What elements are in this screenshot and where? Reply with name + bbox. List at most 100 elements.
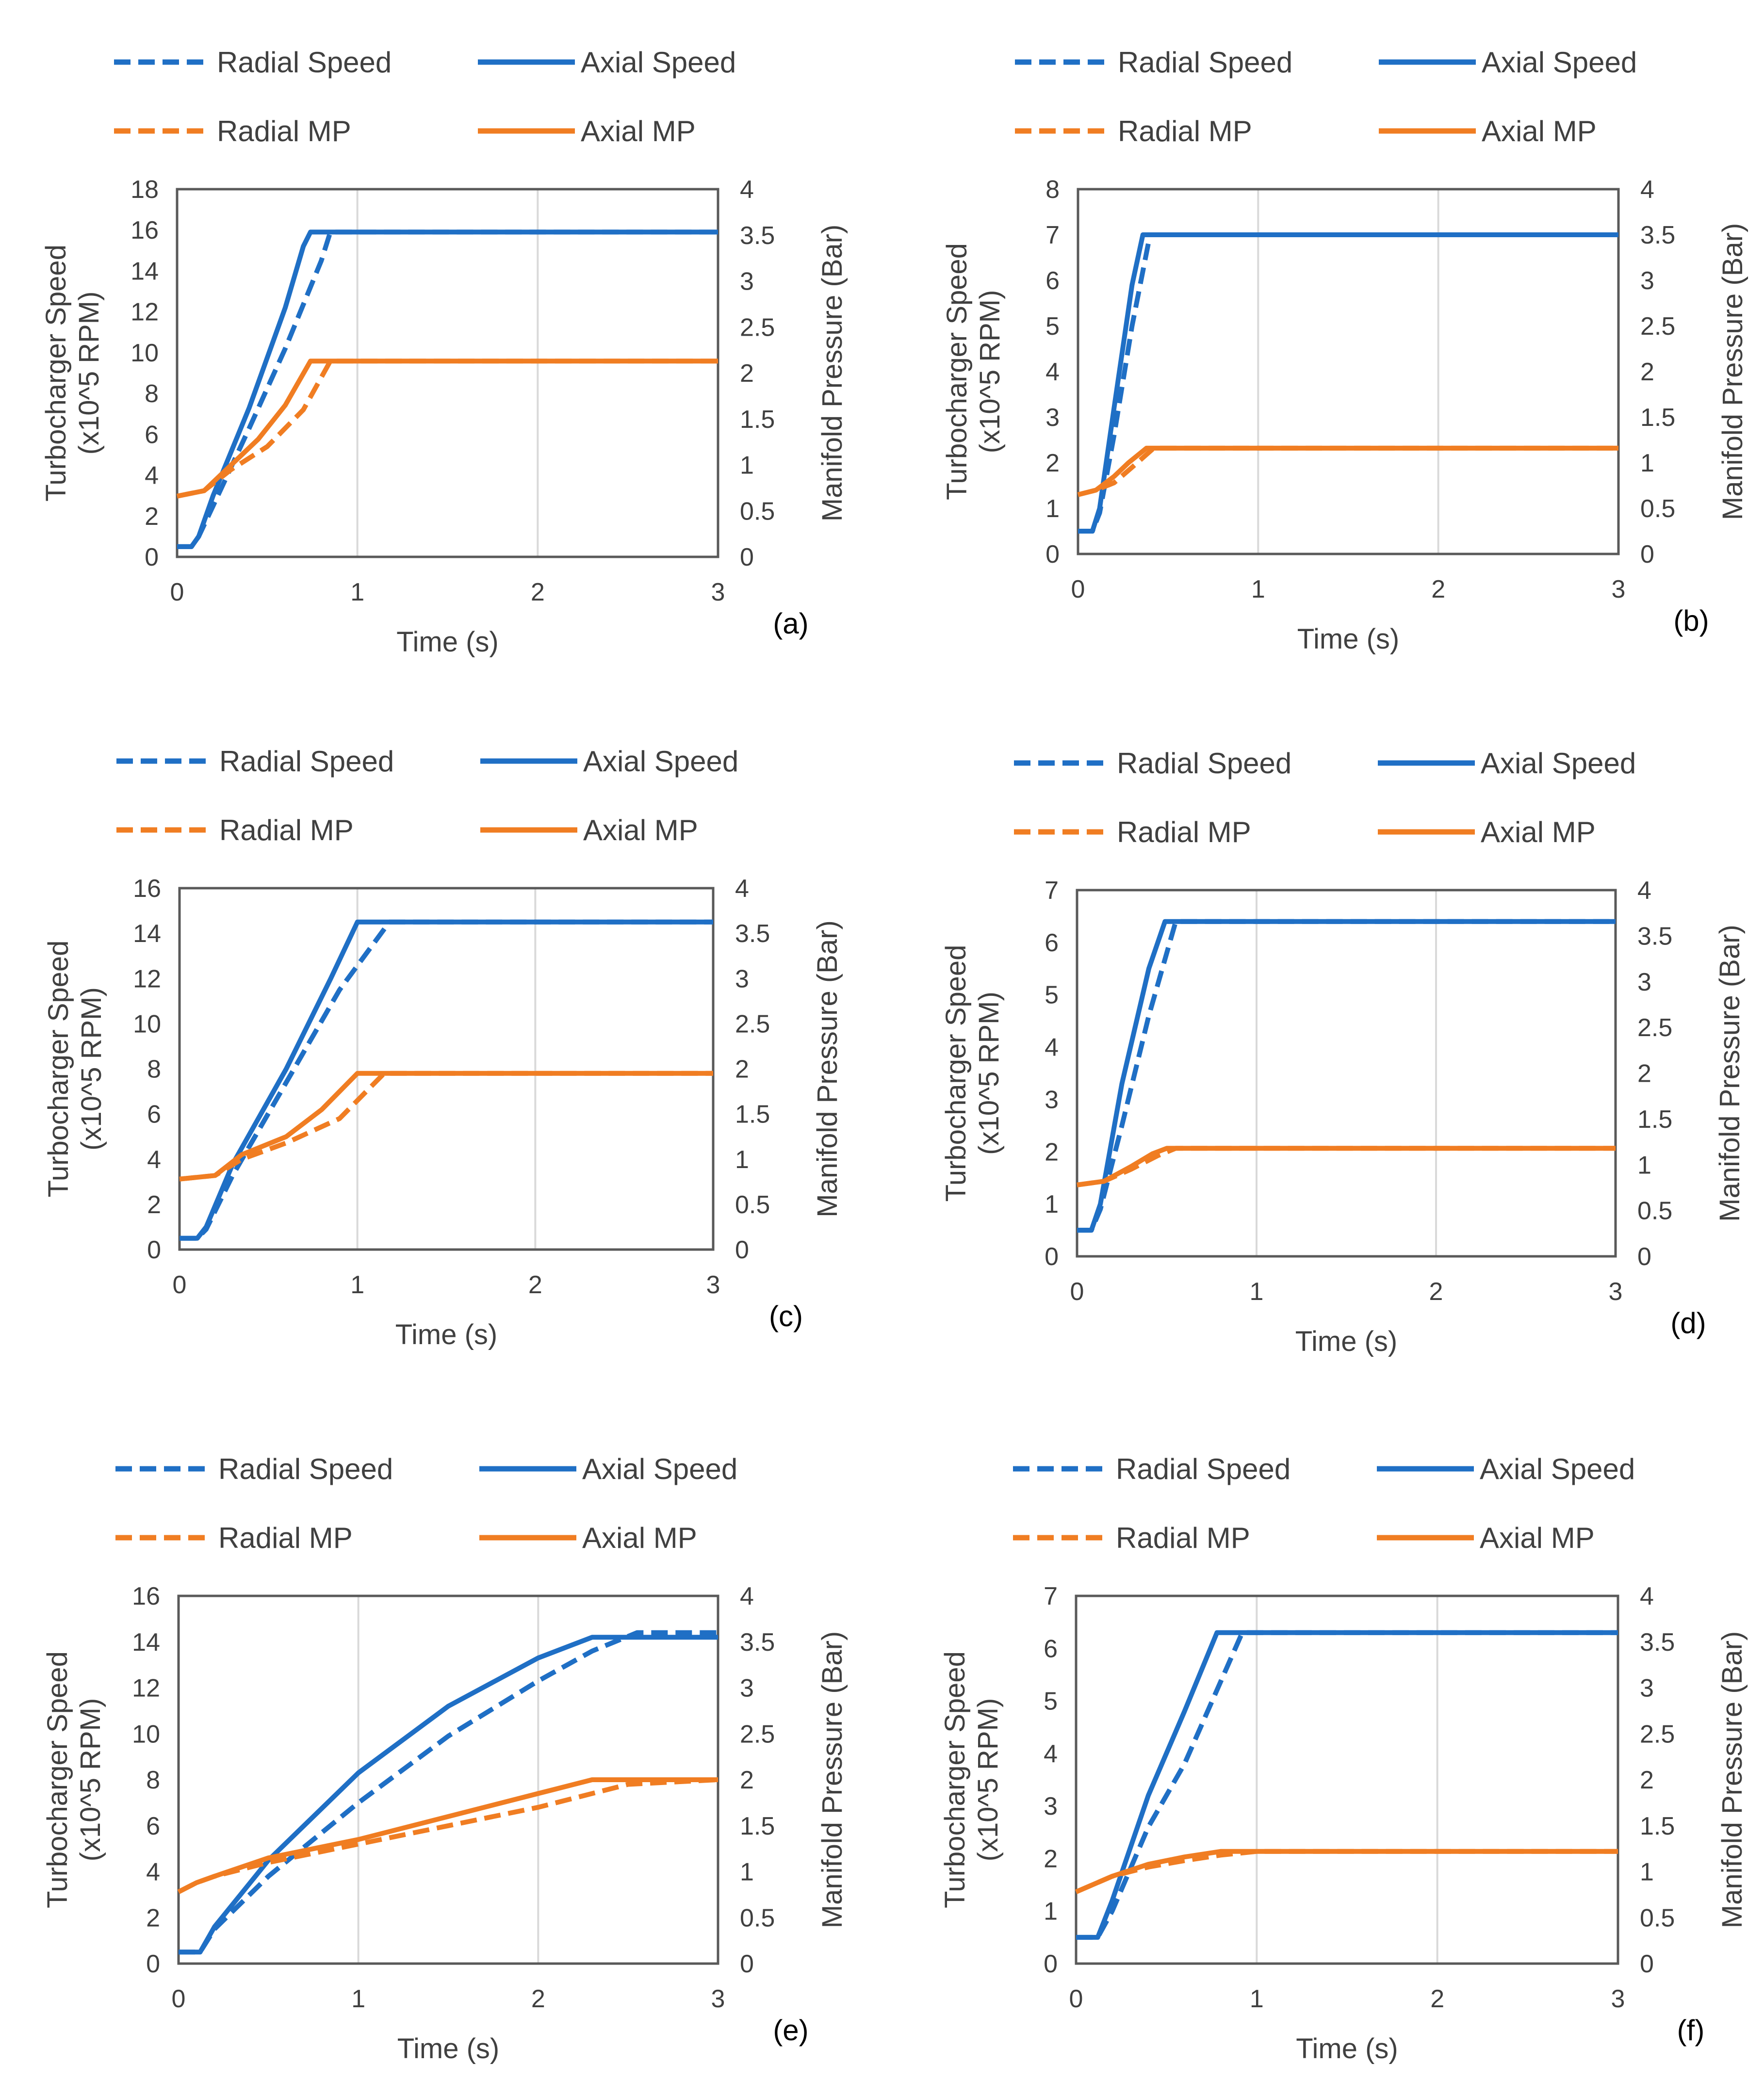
y2-tick-label: 1 <box>1637 1151 1651 1179</box>
y2-tick-label: 2.5 <box>1637 1014 1672 1042</box>
y-tick-label: 3 <box>1045 404 1060 432</box>
x-tick-label: 3 <box>711 578 725 606</box>
y-tick-label: 7 <box>1044 1582 1058 1610</box>
x-tick-label: 0 <box>170 578 184 606</box>
legend-label-axial-speed: Axial Speed <box>582 1453 737 1485</box>
legend-label-axial-mp: Axial MP <box>582 1522 697 1554</box>
x-axis-label: Time (s) <box>396 626 498 658</box>
y-tick-label: 1 <box>1045 1190 1059 1219</box>
x-tick-label: 1 <box>350 1271 364 1299</box>
y-tick-label: 0 <box>147 1236 161 1264</box>
y2-axis-label: Manifold Pressure (Bar) <box>817 1631 848 1928</box>
y-tick-label: 10 <box>133 1010 161 1038</box>
y-tick-label: 12 <box>132 1674 160 1703</box>
y2-tick-label: 2 <box>1637 1060 1651 1088</box>
y-tick-label: 12 <box>133 965 161 993</box>
y2-tick-label: 1 <box>1640 1858 1654 1886</box>
y-tick-label: 0 <box>145 543 159 571</box>
series-line-axial-speed <box>180 919 713 1241</box>
legend-label-radial-speed: Radial Speed <box>1117 747 1291 780</box>
y2-tick-label: 1 <box>740 452 754 480</box>
legend-label-radial-mp: Radial MP <box>218 1522 353 1554</box>
y2-axis-label: Manifold Pressure (Bar) <box>817 225 848 521</box>
x-tick-label: 3 <box>706 1271 720 1299</box>
x-tick-label: 1 <box>350 578 364 606</box>
y-tick-label: 0 <box>1045 1243 1059 1271</box>
legend-label-axial-speed: Axial Speed <box>583 745 738 778</box>
y2-tick-label: 3.5 <box>735 920 770 948</box>
y2-axis-label: Manifold Pressure (Bar) <box>1714 925 1746 1221</box>
y2-tick-label: 0 <box>735 1236 749 1264</box>
y2-axis-label: Manifold Pressure (Bar) <box>1717 223 1748 520</box>
legend-label-axial-speed: Axial Speed <box>1482 46 1637 79</box>
y2-tick-label: 4 <box>735 875 749 903</box>
y-tick-label: 1 <box>1045 495 1060 523</box>
y2-tick-label: 1.5 <box>1637 1105 1672 1134</box>
x-tick-label: 1 <box>1250 1985 1264 2013</box>
y2-tick-label: 0.5 <box>740 1904 775 1932</box>
y2-axis-label: Manifold Pressure (Bar) <box>812 920 843 1217</box>
series-line-axial-speed <box>177 229 718 549</box>
y-tick-label: 4 <box>1044 1740 1058 1768</box>
chart-panel-e: Radial Speed Axial Speed Radial MP Axial MP… <box>42 1453 848 2064</box>
y2-tick-label: 2 <box>740 359 754 388</box>
x-tick-label: 2 <box>1431 575 1445 603</box>
y2-tick-label: 3.5 <box>740 1628 775 1657</box>
y-tick-label: 6 <box>1045 267 1060 295</box>
y2-tick-label: 4 <box>740 176 754 204</box>
y2-tick-label: 2.5 <box>740 313 775 341</box>
y2-tick-label: 2 <box>740 1766 754 1794</box>
series-line-radial-mp <box>1077 445 1618 497</box>
x-tick-label: 2 <box>528 1271 542 1299</box>
panel-label: (e) <box>773 2014 808 2047</box>
y2-tick-label: 1.5 <box>735 1101 770 1129</box>
y2-axis-label: Manifold Pressure (Bar) <box>1716 1631 1748 1928</box>
y2-tick-label: 3 <box>1637 968 1651 996</box>
y2-tick-label: 0.5 <box>1637 1197 1672 1225</box>
y2-tick-label: 2 <box>1640 358 1654 386</box>
series-line-radial-speed <box>1076 1630 1618 1940</box>
y-tick-label: 10 <box>132 1720 160 1748</box>
y-tick-label: 2 <box>145 503 159 531</box>
y-tick-label: 6 <box>145 421 159 449</box>
y-tick-label: 3 <box>1045 1086 1059 1114</box>
y2-tick-label: 0.5 <box>735 1191 770 1219</box>
plot-area-frame <box>178 887 715 1251</box>
y-tick-label: 8 <box>146 1766 160 1794</box>
y-axis-label: Turbocharger Speed(x10^5 RPM) <box>941 243 1006 500</box>
y2-tick-label: 0 <box>1640 540 1654 569</box>
legend-label-radial-speed: Radial Speed <box>218 1453 393 1485</box>
chart-panel-d: Radial Speed Axial Speed Radial MP Axial MP… <box>940 747 1746 1357</box>
x-tick-label: 0 <box>1070 1278 1084 1306</box>
y2-tick-label: 3.5 <box>1640 221 1675 249</box>
legend-label-axial-mp: Axial MP <box>1481 816 1596 848</box>
y-tick-label: 8 <box>147 1056 161 1084</box>
panel-label: (b) <box>1673 604 1709 637</box>
x-axis-label: Time (s) <box>1296 2033 1398 2064</box>
x-tick-label: 3 <box>1611 1985 1625 2013</box>
y2-tick-label: 0.5 <box>740 497 775 525</box>
y2-tick-label: 0 <box>1637 1243 1651 1271</box>
legend-label-axial-speed: Axial Speed <box>1480 1453 1635 1485</box>
y-tick-label: 5 <box>1044 1688 1058 1716</box>
legend-label-radial-mp: Radial MP <box>217 115 351 147</box>
y2-tick-label: 3 <box>1640 1674 1654 1703</box>
y-tick-label: 14 <box>131 257 159 285</box>
y-tick-label: 0 <box>146 1950 160 1978</box>
series-line-axial-mp <box>179 1071 713 1182</box>
y-tick-label: 5 <box>1045 981 1059 1009</box>
series-line-axial-speed <box>1077 919 1616 1233</box>
y-tick-label: 8 <box>145 380 159 408</box>
legend-label-radial-mp: Radial MP <box>1116 1522 1250 1554</box>
y2-tick-label: 0 <box>1640 1950 1654 1978</box>
plot-area-frame <box>1075 1594 1619 1965</box>
y-tick-label: 0 <box>1044 1950 1058 1978</box>
panel-label: (f) <box>1677 2014 1705 2047</box>
y2-tick-label: 0.5 <box>1640 495 1675 523</box>
y-tick-label: 6 <box>1044 1635 1058 1663</box>
y2-tick-label: 0.5 <box>1640 1904 1675 1932</box>
x-tick-label: 0 <box>1069 1985 1083 2013</box>
y-tick-label: 4 <box>145 462 159 490</box>
y2-tick-label: 0 <box>740 1950 754 1978</box>
y-tick-label: 6 <box>1045 929 1059 957</box>
